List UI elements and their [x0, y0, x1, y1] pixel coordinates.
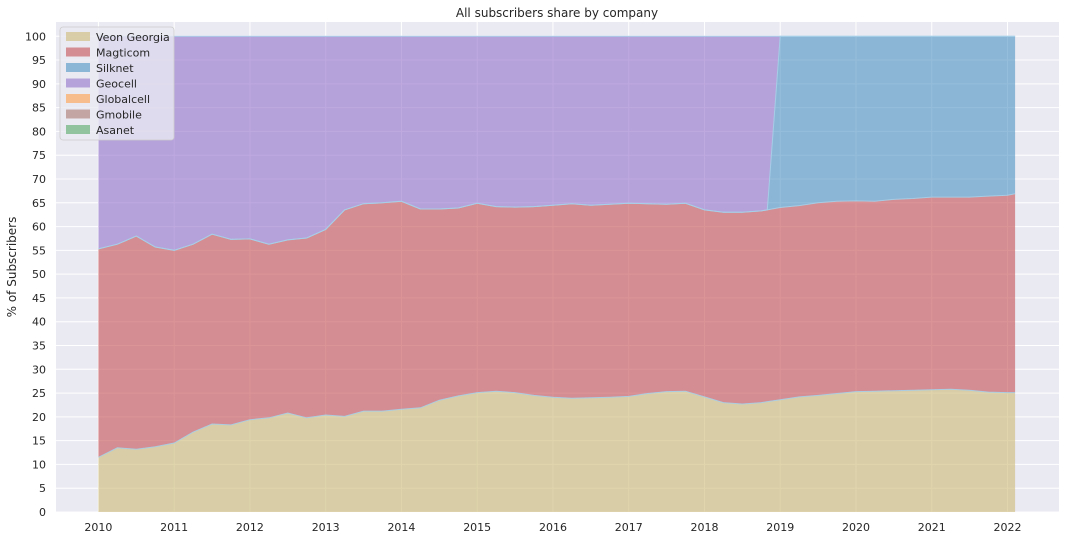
area-magticom: [98, 193, 1016, 458]
x-tick-label: 2010: [84, 521, 112, 534]
y-tick-label: 75: [32, 149, 46, 162]
y-tick-label: 45: [32, 292, 46, 305]
x-tick-label: 2015: [463, 521, 491, 534]
y-axis-label: % of Subscribers: [5, 217, 19, 318]
legend-swatch: [66, 78, 90, 88]
legend-swatch: [66, 94, 90, 103]
series-boundaries: [98, 35, 1016, 458]
y-tick-label: 35: [32, 339, 46, 352]
y-tick-label: 50: [32, 268, 46, 281]
x-tick-label: 2018: [690, 521, 718, 534]
legend-label: Veon Georgia: [96, 31, 170, 44]
boundary-veon-georgia: [98, 388, 1016, 458]
y-tick-label: 5: [39, 482, 46, 495]
x-tick-label: 2014: [387, 521, 415, 534]
area-veon-georgia: [98, 389, 1016, 512]
legend-items: Veon Georgia Magticom Silknet Geocell Global…: [66, 31, 170, 137]
x-tick-label: 2022: [993, 521, 1021, 534]
legend-swatch: [66, 63, 90, 72]
x-tick-label: 2013: [312, 521, 340, 534]
x-tick-label: 2021: [918, 521, 946, 534]
x-axis-ticks: 2010 2011 2012 2013 2014 2015 2016 2017 2018 2019…: [84, 521, 1021, 534]
legend-label: Silknet: [96, 62, 134, 75]
y-tick-label: 0: [39, 506, 46, 519]
x-tick-label: 2017: [615, 521, 643, 534]
y-tick-label: 85: [32, 102, 46, 115]
legend-swatch: [66, 125, 90, 134]
y-tick-label: 60: [32, 221, 46, 234]
y-tick-label: 30: [32, 363, 46, 376]
y-tick-label: 40: [32, 316, 46, 329]
y-tick-label: 80: [32, 125, 46, 138]
chart-title: All subscribers share by company: [456, 6, 658, 20]
series-areas: [98, 36, 1016, 512]
legend-swatch: [66, 47, 90, 57]
y-tick-label: 25: [32, 387, 46, 400]
y-tick-label: 100: [25, 30, 46, 43]
y-tick-label: 15: [32, 435, 46, 448]
legend-label: Asanet: [96, 124, 135, 137]
y-tick-label: 20: [32, 411, 46, 424]
x-tick-label: 2012: [236, 521, 264, 534]
x-tick-label: 2011: [160, 521, 188, 534]
y-tick-label: 65: [32, 197, 46, 210]
y-tick-label: 10: [32, 458, 46, 471]
legend-label: Geocell: [96, 78, 137, 91]
legend: Veon Georgia Magticom Silknet Geocell Global…: [59, 26, 175, 141]
x-tick-label: 2020: [842, 521, 870, 534]
area-silknet: [98, 36, 1016, 251]
x-tick-label: 2019: [766, 521, 794, 534]
x-tick-label: 2016: [539, 521, 567, 534]
y-tick-label: 95: [32, 54, 46, 67]
area-geocell: [98, 36, 1016, 251]
legend-label: Gmobile: [96, 109, 142, 122]
y-tick-label: 55: [32, 244, 46, 257]
y-tick-label: 70: [32, 173, 46, 186]
legend-swatch: [66, 109, 90, 119]
y-tick-label: 90: [32, 78, 46, 91]
legend-label: Magticom: [96, 47, 150, 60]
y-axis-ticks: 0 5 10 15 20 25 30 35 40 45 50 55 60 65 70 75 80 85 90 95 10…: [25, 30, 46, 519]
legend-label: Globalcell: [96, 93, 150, 106]
legend-swatch: [66, 32, 90, 41]
